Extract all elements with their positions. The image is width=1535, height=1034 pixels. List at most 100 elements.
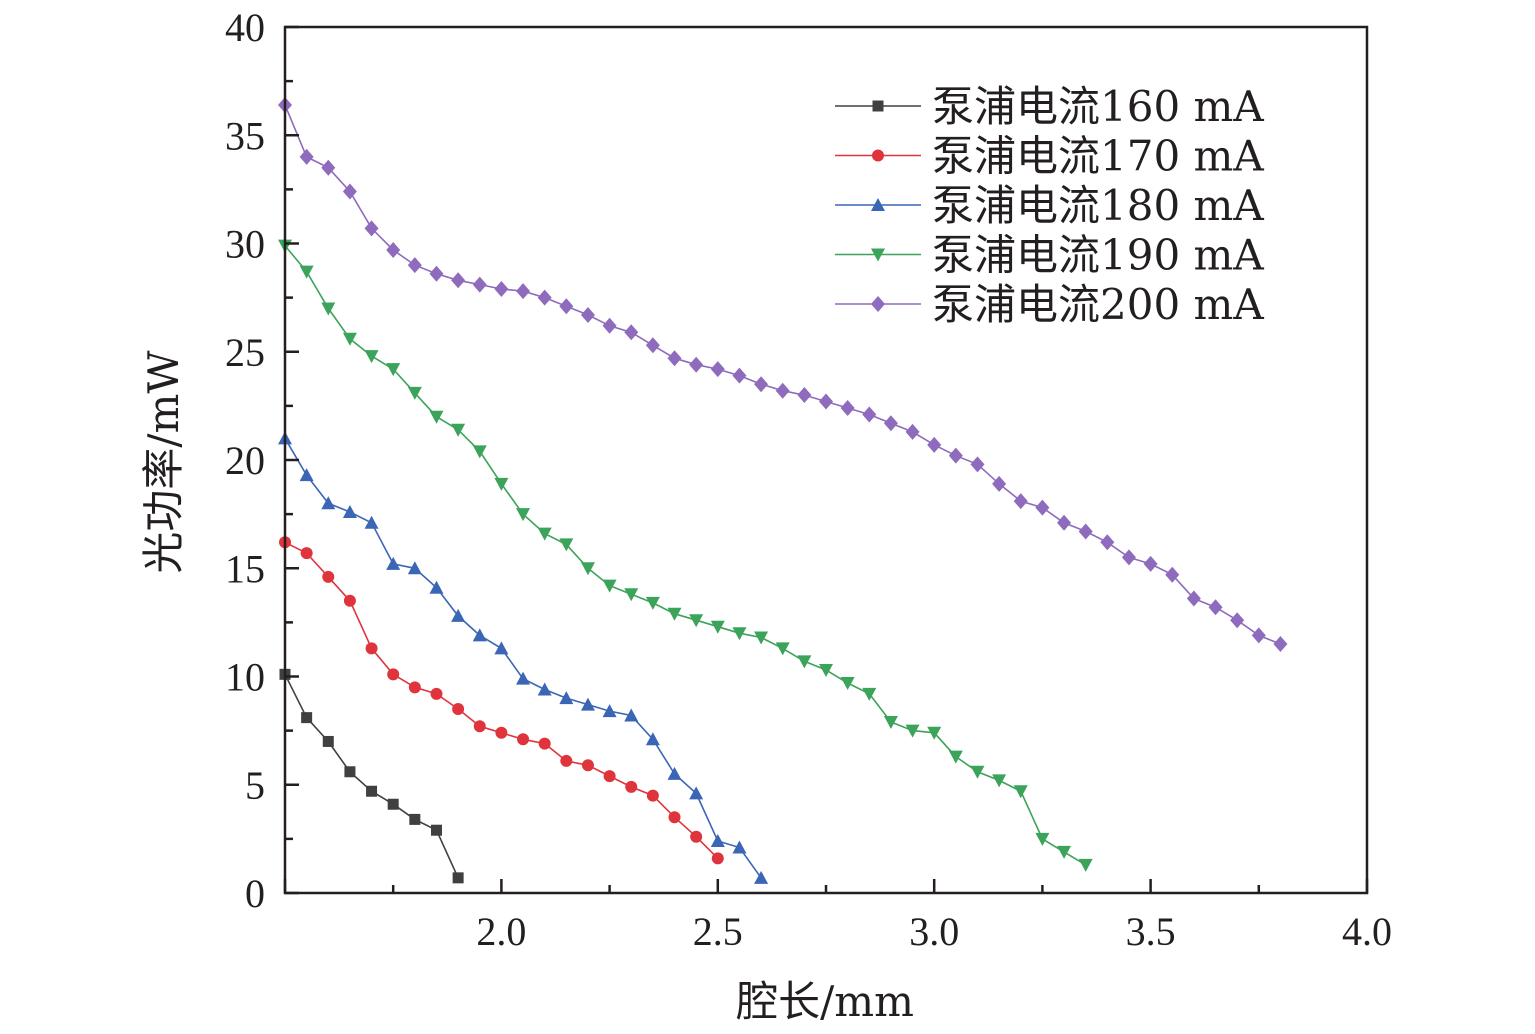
data-point [1035,499,1050,516]
data-point [408,681,421,694]
series-2 [279,536,724,865]
data-point [429,580,444,594]
data-point [927,726,942,740]
data-point [645,596,660,610]
series-3 [278,431,769,884]
data-point [452,872,464,884]
legend-marker [871,198,885,211]
data-point [711,852,724,865]
data-point [516,283,531,300]
legend-label: 泵浦电流190 mA [932,231,1264,280]
data-point [537,682,552,696]
data-point [1208,599,1223,616]
data-point [602,704,617,718]
data-point [472,628,487,642]
data-point [624,324,639,341]
data-point [560,754,573,767]
data-point [1013,493,1028,510]
data-point [1035,832,1050,846]
legend-label: 泵浦电流170 mA [932,132,1264,181]
data-point [386,556,401,570]
data-point [797,387,812,404]
data-point [580,562,595,576]
data-point [603,770,616,783]
data-point [580,306,595,323]
data-point [387,668,400,681]
data-point [409,813,421,825]
data-point [1143,555,1158,572]
data-point [537,527,552,541]
data-point [1165,566,1180,583]
data-point [710,361,725,378]
data-point [645,337,660,354]
data-point [451,272,466,289]
data-point [538,737,551,750]
data-point [602,317,617,334]
x-tick-label: 2.0 [476,909,526,954]
data-point [992,774,1007,788]
series-4 [278,239,1093,872]
data-point [1230,612,1245,629]
legend-marker [872,100,884,112]
series-line [284,437,762,879]
y-tick-label: 15 [225,546,265,591]
data-point [517,733,530,746]
data-point [797,655,812,669]
data-point [689,356,704,373]
data-point [322,570,335,583]
data-point [407,386,422,400]
series-5 [278,96,1288,653]
data-point [387,798,399,810]
data-point [754,376,769,393]
data-point [710,620,725,634]
legend-label: 泵浦电流180 mA [932,181,1264,230]
data-point [451,423,466,437]
data-point [322,735,334,747]
data-point [667,766,682,780]
data-point [710,834,725,848]
data-point [580,697,595,711]
series-line [284,673,459,879]
data-point [342,332,357,346]
data-point [689,786,704,800]
data-point [386,363,401,377]
data-point [364,350,379,364]
x-axis-title: 腔长/mm [736,977,914,1026]
data-point [602,579,617,593]
data-point [1057,845,1072,859]
data-point [1057,514,1072,531]
data-point [472,276,487,293]
legend-marker [871,296,885,312]
data-point [927,436,942,453]
data-point [451,608,466,622]
data-point [754,631,769,645]
data-point [494,280,509,297]
data-point [992,475,1007,492]
data-point [624,588,639,602]
data-point [667,350,682,367]
data-point [321,496,336,510]
data-point [754,870,769,884]
series-line [284,245,1087,866]
data-point [840,400,855,417]
data-point [452,702,465,715]
data-point [775,382,790,399]
legend-entry: 泵浦电流190 mA [835,231,1264,280]
data-point [495,726,508,739]
data-point [948,750,963,764]
data-point [559,298,574,315]
y-tick-label: 10 [225,655,265,700]
data-point [429,410,444,424]
data-point [689,614,704,628]
data-point [321,302,336,316]
y-tick-label: 25 [225,330,265,375]
data-point [472,445,487,459]
data-point [1078,523,1093,540]
data-point [1251,627,1266,644]
data-point [668,811,681,824]
data-point [559,691,574,705]
data-point [690,830,703,843]
data-point [1121,549,1136,566]
data-point [407,561,422,575]
